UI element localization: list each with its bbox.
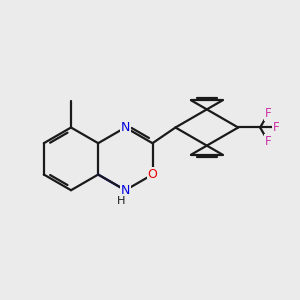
Text: F: F <box>272 121 279 134</box>
Text: N: N <box>121 121 130 134</box>
Text: O: O <box>148 168 158 181</box>
Text: H: H <box>117 196 125 206</box>
Text: F: F <box>265 135 272 148</box>
Text: F: F <box>265 107 272 120</box>
Text: N: N <box>121 184 130 197</box>
